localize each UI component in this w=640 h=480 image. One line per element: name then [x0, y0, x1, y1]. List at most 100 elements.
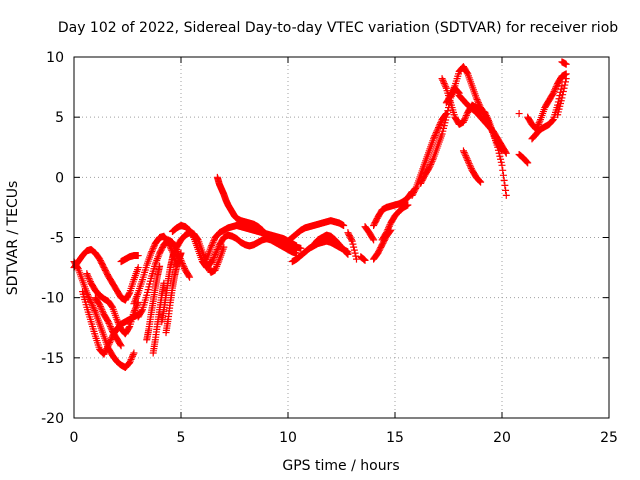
data-point [454, 87, 462, 95]
y-tick-label: -15 [41, 351, 64, 367]
data-point [474, 97, 482, 105]
data-point [89, 303, 97, 311]
data-point [385, 222, 393, 230]
data-point [134, 252, 142, 260]
data-point [427, 159, 435, 167]
data-point [430, 133, 438, 141]
data-point [443, 110, 451, 118]
data-point [442, 113, 450, 121]
data-point [515, 110, 523, 118]
data-point [344, 250, 352, 258]
data-point [86, 276, 94, 284]
data-point [462, 153, 470, 161]
grid [74, 57, 609, 418]
data-point [148, 248, 156, 256]
data-point [84, 273, 92, 281]
data-point [460, 148, 468, 156]
data-point [559, 91, 567, 99]
data-point [343, 250, 351, 258]
data-point [114, 317, 122, 325]
data-point [108, 302, 116, 310]
data-point [297, 244, 305, 252]
data-point [477, 178, 485, 186]
data-point [106, 323, 114, 331]
data-point [208, 240, 216, 248]
data-point [126, 357, 134, 365]
data-point [432, 130, 440, 138]
data-point [360, 255, 368, 263]
data-point [117, 342, 125, 350]
data-point [534, 120, 542, 128]
data-point [559, 87, 567, 95]
y-tick-label: 10 [46, 50, 64, 66]
data-point [448, 88, 456, 96]
data-point [96, 302, 104, 310]
data-point [130, 349, 138, 357]
data-point [125, 290, 133, 298]
data-point [427, 160, 435, 168]
data-point [185, 272, 193, 280]
data-point [340, 221, 348, 229]
data-point [130, 308, 138, 316]
data-point [442, 83, 450, 91]
y-tick-label: -5 [50, 231, 64, 247]
y-axis-ticks: -20 -15 -10 -5 0 5 10 [41, 50, 609, 427]
data-point [209, 255, 217, 263]
data-point [476, 177, 484, 185]
data-point [429, 156, 437, 164]
data-point [450, 83, 458, 91]
data-point [193, 235, 201, 243]
data-point [107, 335, 115, 343]
data-point [90, 305, 98, 313]
data-point [426, 162, 434, 170]
data-point [502, 191, 510, 199]
data-point [449, 87, 457, 95]
data-point [462, 112, 470, 120]
data-point [350, 246, 358, 254]
data-point [208, 242, 216, 250]
data-point [128, 354, 136, 362]
data-point [207, 243, 215, 251]
data-point [383, 227, 391, 235]
x-axis-label: GPS time / hours [282, 458, 399, 474]
data-point [497, 158, 505, 166]
x-tick-label: 10 [279, 430, 297, 446]
y-tick-label: -10 [41, 291, 64, 307]
data-point [114, 319, 122, 327]
data-point [449, 85, 457, 93]
data-point [436, 120, 444, 128]
data-point [499, 171, 507, 179]
data-point [213, 246, 221, 254]
data-point [171, 247, 179, 255]
data-point [106, 321, 114, 329]
data-point [116, 341, 124, 349]
data-point [107, 324, 115, 332]
data-point [131, 307, 139, 315]
data-point [211, 252, 219, 260]
data-point [208, 257, 216, 265]
data-point [105, 319, 113, 327]
data-point [131, 305, 139, 313]
data-point [96, 301, 104, 309]
data-point [214, 244, 222, 252]
data-point [560, 84, 568, 92]
data-point [500, 176, 508, 184]
data-point [561, 78, 569, 86]
data-point [439, 76, 447, 84]
data-point [86, 297, 94, 305]
data-point [149, 244, 157, 252]
data-point [460, 116, 468, 124]
data-point [369, 235, 377, 243]
data-point [212, 249, 220, 257]
x-tick-label: 20 [493, 430, 511, 446]
data-point [434, 125, 442, 133]
data-point [497, 155, 505, 163]
data-point [91, 307, 99, 315]
data-point [179, 261, 187, 269]
data-point [209, 238, 217, 246]
data-point [524, 159, 532, 167]
data-point [447, 90, 455, 98]
y-tick-label: 0 [55, 170, 64, 186]
data-point [89, 302, 97, 310]
data-point [499, 166, 507, 174]
